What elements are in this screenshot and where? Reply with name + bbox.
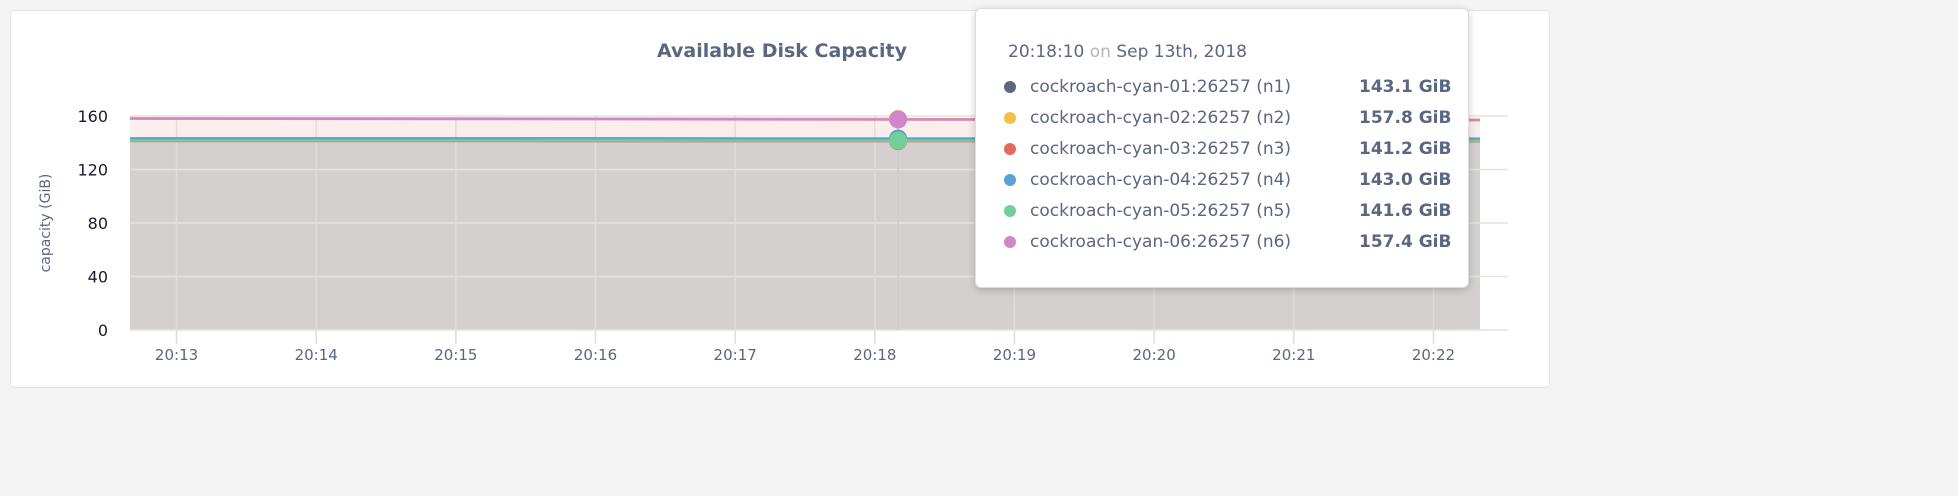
tooltip-on: on [1089,42,1111,62]
y-tick-label: 40 [88,268,108,287]
y-axis-label: capacity (GiB) [38,174,54,273]
hover-point-n5 [889,131,908,150]
tooltip: 20:18:10 on Sep 13th, 2018 cockroach-cya… [975,8,1469,288]
x-tick-label: 20:20 [1133,346,1176,364]
tooltip-series-label: cockroach-cyan-03:26257 (n3) [1030,139,1292,159]
tooltip-row: cockroach-cyan-04:26257 (n4) 143.0 GiB [1004,168,1451,192]
series-color-dot [1004,236,1016,248]
chart-title: Available Disk Capacity [657,40,907,62]
x-tick-label: 20:22 [1412,346,1455,364]
x-tick-label: 20:14 [295,346,338,364]
tooltip-row: cockroach-cyan-05:26257 (n5) 141.6 GiB [1004,199,1451,223]
tooltip-series-label: cockroach-cyan-02:26257 (n2) [1030,108,1292,128]
series-color-dot [1004,81,1016,93]
tooltip-row: cockroach-cyan-06:26257 (n6) 157.4 GiB [1004,230,1451,254]
x-tick-label: 20:16 [574,346,617,364]
series-color-dot [1004,205,1016,217]
hover-point-n6 [889,110,908,129]
series-color-dot [1004,112,1016,124]
x-tick-label: 20:17 [714,346,757,364]
tooltip-date: Sep 13th, 2018 [1116,42,1247,62]
tooltip-series-label: cockroach-cyan-04:26257 (n4) [1030,170,1292,190]
y-tick-label: 160 [77,107,108,126]
y-tick-label: 0 [98,321,108,340]
tooltip-series-value: 143.0 GiB [1359,170,1452,190]
tooltip-series-label: cockroach-cyan-06:26257 (n6) [1030,232,1292,252]
tooltip-header: 20:18:10 on Sep 13th, 2018 [1008,42,1247,62]
tooltip-row: cockroach-cyan-01:26257 (n1) 143.1 GiB [1004,75,1451,99]
tooltip-series-value: 143.1 GiB [1359,77,1452,97]
y-tick-label: 80 [88,214,108,233]
x-tick-label: 20:18 [853,346,896,364]
tooltip-series-label: cockroach-cyan-01:26257 (n1) [1030,77,1292,97]
tooltip-series-value: 141.2 GiB [1359,139,1452,159]
tooltip-series-label: cockroach-cyan-05:26257 (n5) [1030,201,1292,221]
x-tick-label: 20:13 [155,346,198,364]
tooltip-row: cockroach-cyan-02:26257 (n2) 157.8 GiB [1004,106,1451,130]
series-color-dot [1004,174,1016,186]
tooltip-series-value: 141.6 GiB [1359,201,1452,221]
tooltip-row: cockroach-cyan-03:26257 (n3) 141.2 GiB [1004,137,1451,161]
y-tick-label: 120 [77,161,108,180]
tooltip-time: 20:18:10 [1008,42,1085,62]
tooltip-series-value: 157.8 GiB [1359,108,1452,128]
tooltip-series-value: 157.4 GiB [1359,232,1452,252]
x-tick-label: 20:15 [434,346,477,364]
x-tick-label: 20:19 [993,346,1036,364]
series-color-dot [1004,143,1016,155]
x-tick-label: 20:21 [1272,346,1315,364]
